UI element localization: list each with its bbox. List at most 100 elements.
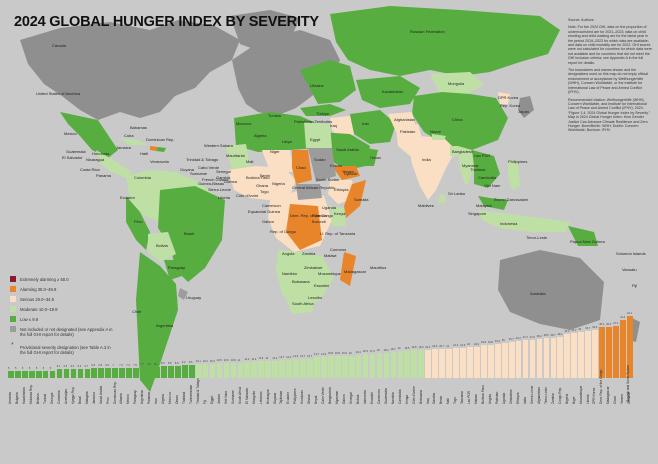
map-label: Zimbabwe (304, 265, 323, 270)
map-label: Lao PDR (474, 153, 491, 158)
map-label: Liberia (218, 195, 231, 200)
map-label: Libya (282, 139, 292, 144)
map-label: El Salvador (62, 155, 83, 160)
map-label: Cambodia (478, 175, 497, 180)
map-label: Nicaragua (86, 157, 105, 162)
map-label: Myanmar (462, 163, 479, 168)
map-label: Chile (132, 309, 142, 314)
map-label: Burkina Faso (246, 175, 270, 180)
map-label: Tunisia (268, 113, 281, 118)
country-nepal (432, 134, 446, 140)
country-kazakhstan (356, 76, 420, 108)
region-north-america (20, 20, 240, 120)
map-label: Mongolia (448, 81, 465, 86)
map-label: Trinidad & Tobago (186, 157, 219, 162)
map-label: Uganda (322, 205, 337, 210)
country-cuba (118, 138, 148, 145)
country-paraguay (164, 260, 182, 280)
map-label: Bolivia (156, 243, 168, 248)
map-label: Argentina (156, 323, 174, 328)
map-label: Rwanda (312, 213, 327, 218)
map-label: Yemen (342, 169, 355, 174)
map-label: Djibouti (344, 171, 358, 176)
map-label: Japan (518, 109, 529, 114)
country-chad (292, 150, 312, 184)
map-label: Gabon (262, 219, 275, 224)
country-myanmar (458, 146, 474, 186)
map-label: Cuba (124, 133, 134, 138)
legend-swatch (10, 296, 16, 302)
map-label: Comoros (330, 247, 347, 252)
country-south-africa (282, 288, 318, 314)
legend-label: Low ≤ 9.9 (20, 316, 39, 322)
country-haiti (150, 146, 158, 151)
map-label: Honduras (92, 151, 110, 156)
country-mexico (60, 112, 118, 158)
map-label: Zambia (302, 251, 316, 256)
map-label: Dominican Rep. (146, 137, 175, 142)
map-label: Palestinian Territories (294, 119, 333, 124)
legend-swatch (10, 286, 16, 292)
map-label: French Guiana (202, 177, 229, 182)
country-india (410, 136, 456, 200)
map-label: Mexico (64, 131, 77, 136)
legend-swatch (10, 316, 16, 322)
map-label: Canada (52, 43, 67, 48)
country-uruguay (178, 288, 188, 300)
map-label: Togo (260, 189, 269, 194)
map-label: Timor-Leste (526, 235, 548, 240)
map-label: U. Rep. of Tanzania (320, 231, 356, 236)
map-label: Haiti (140, 151, 149, 156)
map-label: Gambia (216, 175, 231, 180)
legend-item: Alarming 35.0–49.9 (10, 286, 130, 296)
legend-swatch (10, 326, 16, 332)
map-label: Ethiopia (334, 187, 349, 192)
map-label: Sudan (314, 157, 326, 162)
map-label: Ecuador (120, 195, 135, 200)
legend-label: Provisional severity designation (see Ta… (20, 344, 111, 355)
map-label: Saudi Arabia (336, 147, 359, 152)
map-label: Dem. Rep. of the Congo (290, 213, 334, 218)
country-egypt (304, 122, 332, 148)
map-label: Fiji (632, 283, 638, 288)
region-eastern-europe (300, 60, 356, 104)
map-label: Bangladesh (452, 149, 474, 154)
country-mauritania (226, 144, 250, 172)
map-label: Morocco (236, 121, 252, 126)
country-peru (126, 196, 150, 250)
map-label: Benin (260, 173, 271, 178)
country-somalia (344, 180, 366, 218)
legend-item: Not included or not designated (see Appe… (10, 326, 130, 344)
map-label: Solomon Islands (616, 251, 646, 256)
map-label: Egypt (310, 137, 321, 142)
region-central-america (96, 150, 132, 178)
map-label: Uruguay (186, 295, 202, 300)
map-label: Iraq (330, 123, 337, 128)
region-north-africa (234, 112, 318, 152)
map-label: United States of America (36, 91, 81, 96)
source-note-line: The boundaries and names shown and the d… (568, 68, 649, 95)
legend-label: Alarming 35.0–49.9 (20, 286, 57, 292)
map-label: Russian Federation (410, 29, 445, 34)
country-dominican (156, 147, 166, 152)
map-label: Suriname (190, 171, 208, 176)
map-label: Senegal (216, 169, 231, 174)
map-label: Kazakhstan (382, 89, 403, 94)
legend-item: Serious 20.0–34.9 (10, 296, 130, 306)
map-label: Western Sahara (204, 143, 233, 148)
map-label: Botswana (292, 279, 310, 284)
map-label: Malaysia (476, 203, 492, 208)
map-label: Chad (296, 165, 306, 170)
map-label: Vanuatu (622, 267, 637, 272)
map-label: Brazil (184, 231, 195, 236)
map-label: Thailand (470, 167, 486, 172)
legend-item: Extremely alarming ≥ 50.0 (10, 276, 130, 286)
map-label: DPR Korea (498, 95, 519, 100)
legend-label: Extremely alarming ≥ 50.0 (20, 276, 69, 282)
map-label: Pakistan (400, 129, 416, 134)
country-australia (498, 250, 604, 330)
map-label: Burundi (312, 219, 326, 224)
country-drc (286, 204, 322, 250)
map-label: Paraguay (168, 265, 186, 270)
